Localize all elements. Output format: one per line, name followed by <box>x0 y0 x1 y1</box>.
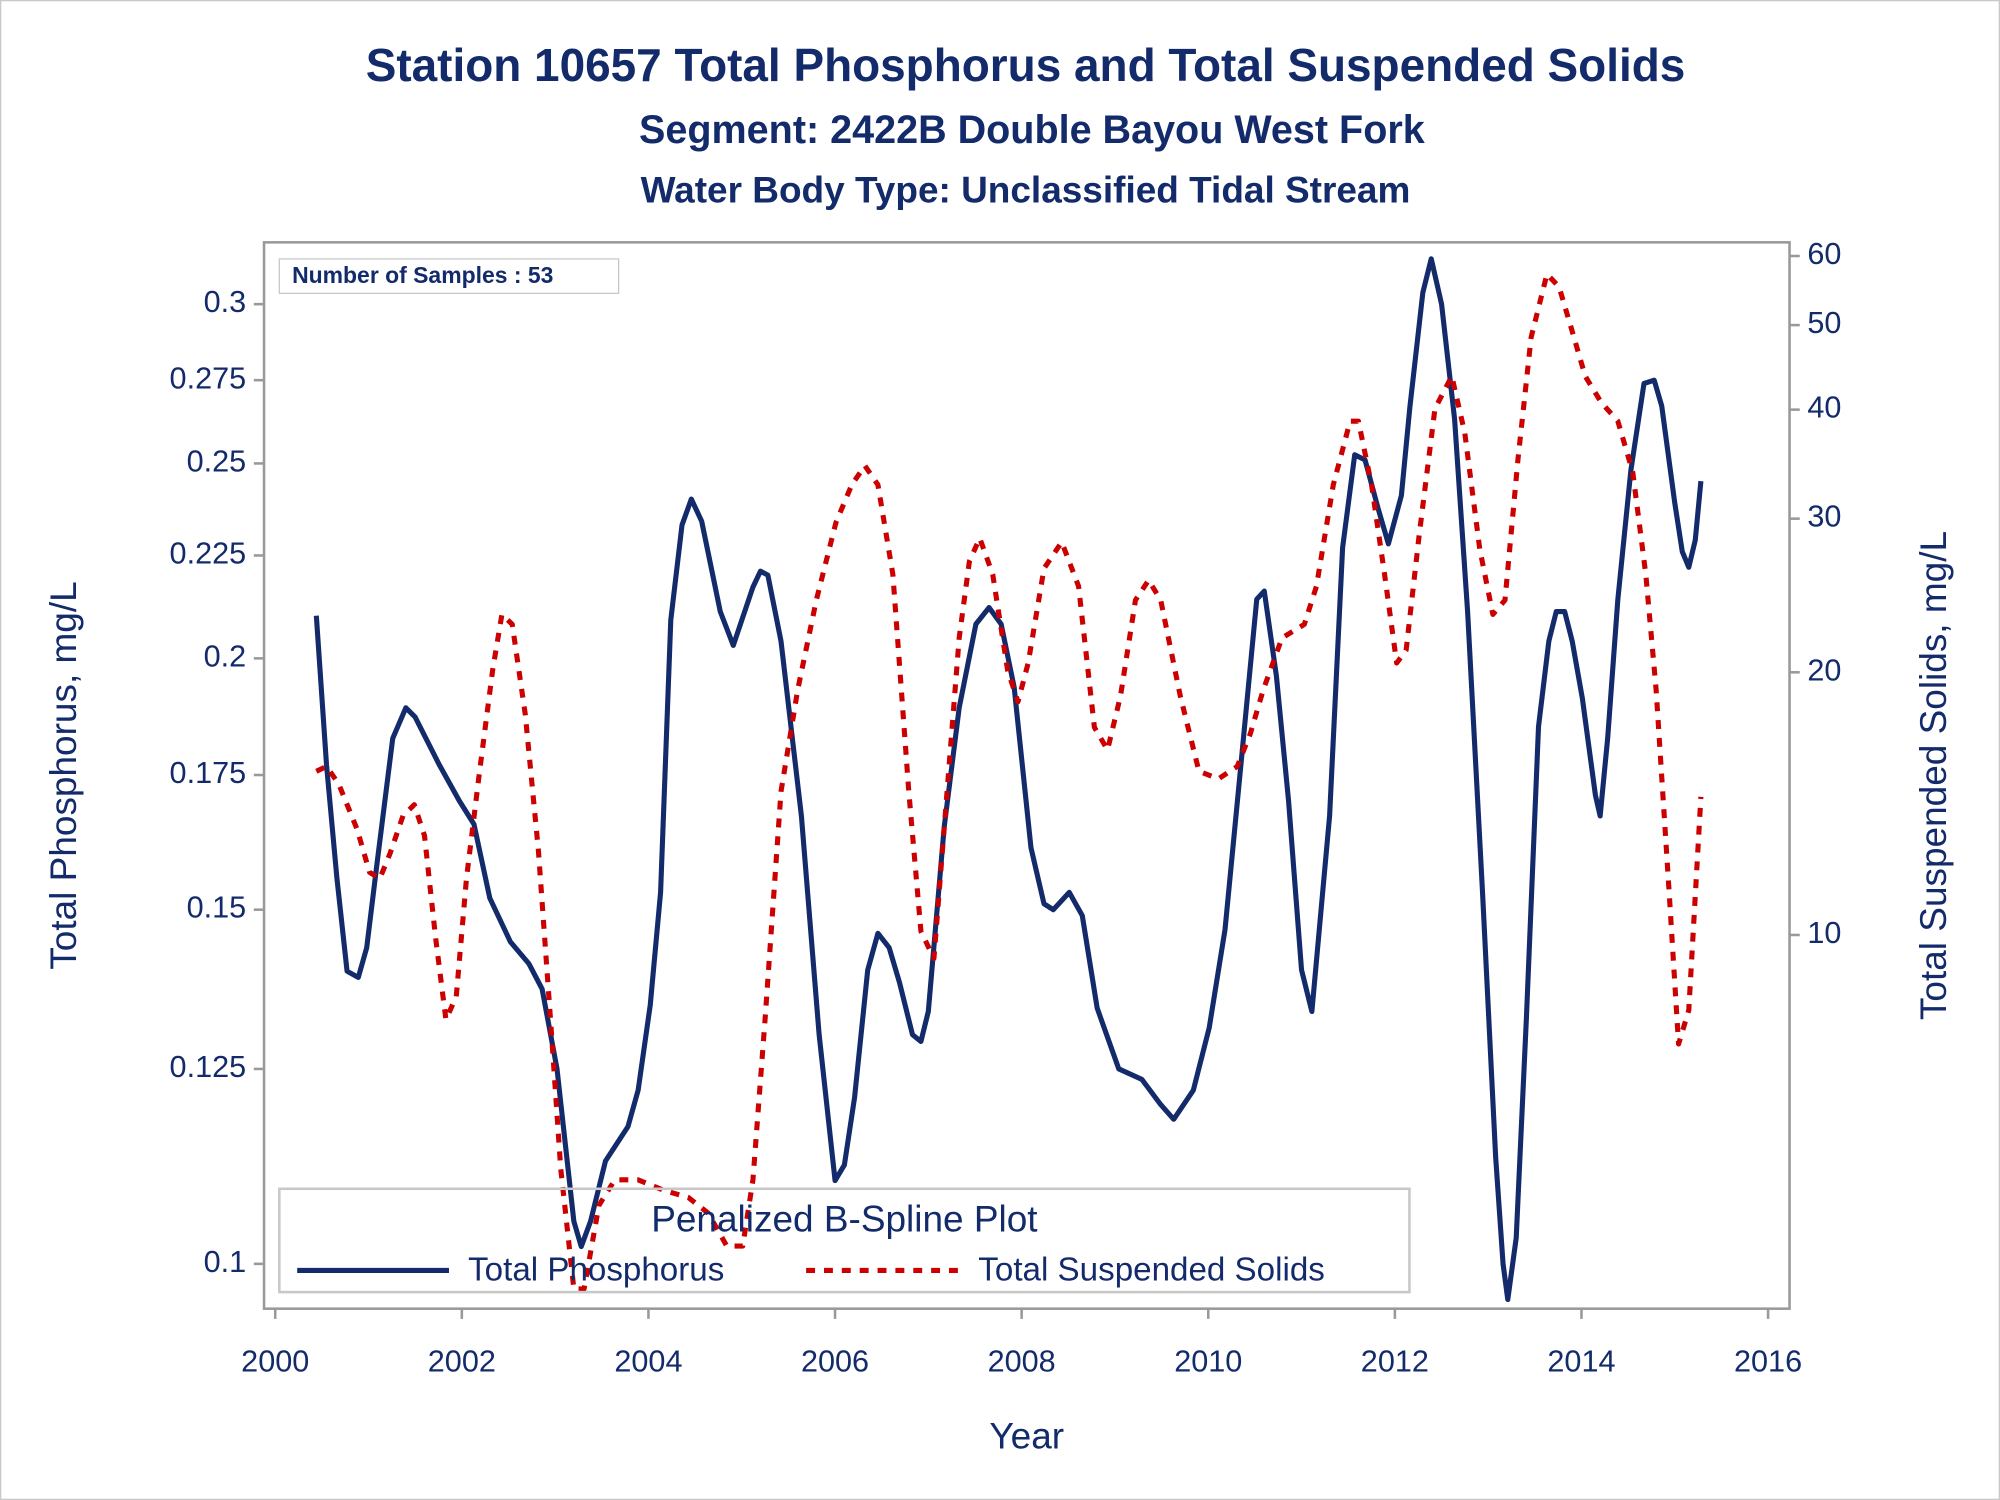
chart-subtitle: Water Body Type: Unclassified Tidal Stre… <box>641 169 1411 210</box>
y2-tick-label: 50 <box>1807 306 1841 340</box>
x-tick-label: 2004 <box>614 1345 682 1379</box>
x-tick-label: 2008 <box>988 1345 1056 1379</box>
x-tick-label: 2002 <box>428 1345 496 1379</box>
y2-tick-label: 30 <box>1807 500 1841 534</box>
x-tick-label: 2016 <box>1734 1345 1802 1379</box>
y-tick-label: 0.125 <box>170 1050 247 1084</box>
y-tick-label: 0.1 <box>204 1245 247 1279</box>
y-tick-label: 0.15 <box>187 891 247 925</box>
x-tick-label: 2000 <box>241 1345 309 1379</box>
data-line <box>313 256 1704 1303</box>
legend-title: Penalized B-Spline Plot <box>651 1199 1037 1240</box>
y-tick-label: 0.3 <box>204 285 247 319</box>
data-line <box>315 271 1704 1292</box>
y-tick-label: 0.2 <box>204 639 247 673</box>
x-tick-label: 2014 <box>1547 1345 1615 1379</box>
y2-tick-label: 10 <box>1807 916 1841 950</box>
y2-tick-label: 60 <box>1807 237 1841 271</box>
chart-subtitle: Segment: 2422B Double Bayou West Fork <box>639 108 1426 152</box>
x-tick-label: 2010 <box>1174 1345 1242 1379</box>
legend-label: Total Phosphorus <box>468 1251 724 1288</box>
x-tick-label: 2006 <box>801 1345 869 1379</box>
y-tick-label: 0.25 <box>187 445 247 479</box>
x-tick-label: 2012 <box>1361 1345 1429 1379</box>
annotation: Number of Samples : 53 <box>292 262 553 288</box>
y-axis-label: Total Phosphorus, mg/L <box>43 581 84 969</box>
y-tick-label: 0.275 <box>170 361 247 395</box>
chart-title: Station 10657 Total Phosphorus and Total… <box>366 39 1686 91</box>
y-tick-label: 0.225 <box>170 537 247 571</box>
legend-label: Total Suspended Solids <box>978 1251 1325 1288</box>
y2-tick-label: 40 <box>1807 391 1841 425</box>
x-axis-label: Year <box>989 1416 1064 1457</box>
y2-axis-label: Total Suspended Solids, mg/L <box>1913 531 1954 1020</box>
y2-tick-label: 20 <box>1807 653 1841 687</box>
y-tick-label: 0.175 <box>170 756 247 790</box>
annotation-box <box>278 258 620 295</box>
legend-box <box>278 1187 1411 1294</box>
